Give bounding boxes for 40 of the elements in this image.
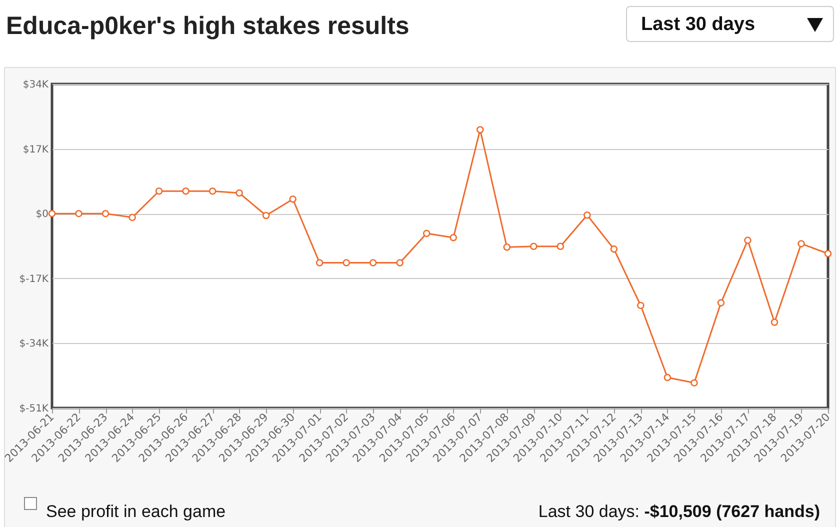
point — [637, 302, 644, 310]
point — [798, 240, 805, 248]
point — [48, 210, 56, 218]
point — [476, 126, 484, 134]
point — [155, 187, 163, 195]
y-tick-label: $0 — [36, 209, 48, 220]
date-range-dropdown: Last 30 days — [626, 6, 834, 42]
point — [262, 212, 270, 220]
point — [690, 379, 698, 386]
chart-title: Educa-p0ker's high stakes results — [6, 12, 410, 41]
text: See profit in each game — [46, 502, 226, 522]
point — [236, 189, 243, 197]
point — [396, 259, 404, 266]
point — [208, 187, 216, 195]
point — [824, 250, 832, 258]
point — [75, 210, 82, 218]
point — [610, 245, 618, 253]
point — [182, 187, 190, 195]
point — [664, 374, 672, 382]
point — [744, 236, 752, 244]
y-tick-label: $-34K — [19, 338, 49, 350]
y-tick-label: $17K — [22, 144, 49, 156]
point — [556, 242, 564, 250]
point — [128, 214, 136, 222]
point — [503, 244, 511, 251]
point — [289, 195, 296, 203]
y-tick-label: $-17K — [19, 274, 49, 285]
point — [584, 211, 591, 219]
point — [770, 318, 778, 326]
point — [450, 234, 458, 242]
y-tick-label: $34K — [22, 80, 49, 90]
point — [102, 210, 110, 218]
point — [717, 299, 725, 306]
point — [530, 242, 538, 250]
point — [422, 230, 430, 238]
point — [342, 259, 350, 266]
text: Last 30 days: -$10,509 (7627 hands) — [538, 502, 820, 522]
point — [316, 259, 324, 266]
y-tick-label: $-51K — [19, 404, 49, 414]
point — [369, 259, 377, 266]
